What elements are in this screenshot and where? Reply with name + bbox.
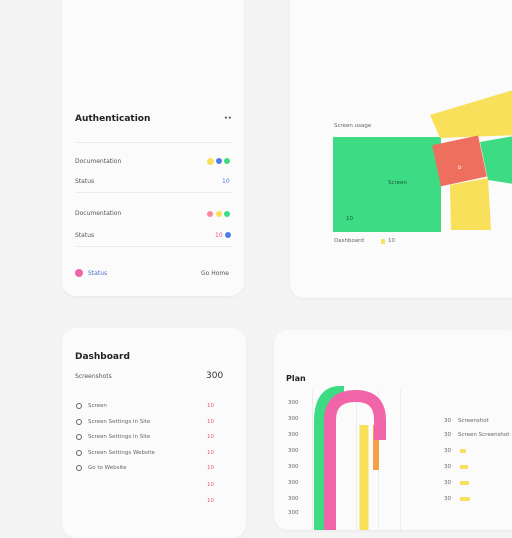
legend-number: 30 — [444, 432, 451, 438]
legend-number: 30 — [444, 480, 451, 486]
blue-status-icon — [225, 232, 231, 238]
legend-yellow-swatch — [381, 239, 385, 244]
legend-number: 30 — [444, 496, 451, 502]
y-tick-label: 300 — [288, 448, 299, 454]
legend-yellow-bar — [460, 497, 470, 501]
auth-row-value: 10 — [222, 178, 230, 185]
list-item-value: 10 — [207, 434, 214, 440]
y-tick-label: 300 — [288, 496, 299, 502]
pink-status-icon — [207, 211, 213, 217]
yellow-status-icon — [216, 211, 222, 217]
list-item-label: Screen Settings Website — [88, 450, 155, 456]
legend-yellow-bar — [460, 449, 466, 453]
auth-row-value: 10 — [215, 232, 223, 239]
treemap-title: Screen usage — [334, 123, 372, 129]
green-arch — [314, 386, 344, 530]
plan-chart-card: Plan 300 300 300 300 300 300 300 300 30 … — [274, 330, 512, 530]
treemap-chart — [333, 90, 512, 232]
list-item-value: 10 — [207, 403, 214, 409]
dashboard-title: Dashboard — [75, 352, 130, 362]
pink-arch — [324, 389, 386, 530]
treemap-small-label: 10 — [346, 216, 353, 222]
y-tick-label: 300 — [288, 400, 299, 406]
auth-row-label: Status — [75, 232, 95, 239]
dashboard-subtitle: Screenshots — [75, 373, 112, 380]
pink-status-icon — [75, 269, 83, 277]
list-item-label: Screen Settings in Site — [88, 434, 151, 440]
legend-number: 30 — [444, 464, 451, 470]
arch-chart — [314, 386, 386, 530]
chart-title: Plan — [286, 374, 306, 383]
radio-icon[interactable] — [76, 465, 82, 471]
footer-status-label: Status — [88, 270, 108, 277]
legend-value: 10 — [388, 238, 395, 244]
legend-yellow-bar — [460, 481, 469, 485]
legend-label: Screenshot — [458, 418, 489, 424]
auth-row-label: Status — [75, 178, 95, 185]
authentication-card: Authentication •• Documentation Status 1… — [62, 0, 244, 296]
legend-number: 30 — [444, 448, 451, 454]
legend-number: 30 — [444, 418, 451, 424]
radio-icon[interactable] — [76, 434, 82, 440]
y-tick-label: 300 — [288, 480, 299, 486]
treemap-main-label: Screen — [388, 180, 407, 186]
y-tick-label: 300 — [288, 464, 299, 470]
auth-title: Authentication — [75, 114, 151, 124]
list-item-value: 10 — [207, 450, 214, 456]
green-right-block — [480, 136, 512, 184]
auth-row-label: Documentation — [75, 158, 122, 165]
legend-label: Screen Screenshot — [458, 432, 510, 438]
more-menu-icon[interactable]: •• — [224, 115, 232, 122]
coral-alert-block — [432, 135, 487, 187]
list-item-value: 10 — [207, 482, 214, 488]
treemap-alert-label[interactable]: b — [458, 165, 462, 171]
list-item-value: 10 — [207, 465, 214, 471]
go-home-link[interactable]: Go Home — [201, 270, 229, 277]
yellow-bottom-block — [450, 178, 491, 230]
yellow-top-block — [430, 90, 512, 138]
list-item-value: 10 — [207, 498, 214, 504]
radio-icon[interactable] — [76, 419, 82, 425]
auth-row-label: Documentation — [75, 210, 122, 217]
yellow-status-icon — [207, 158, 214, 165]
radio-icon[interactable] — [76, 403, 82, 409]
legend-dashboard: Dashboard — [334, 238, 364, 244]
green-status-icon — [224, 211, 230, 217]
radio-icon[interactable] — [76, 450, 82, 456]
treemap-card: Screen usage Screen 10 b Dashboard 10 — [290, 0, 512, 298]
y-tick-label: 300 — [288, 432, 299, 438]
list-item-label: Screen Settings in Site — [88, 419, 151, 425]
list-item-value: 10 — [207, 419, 214, 425]
blue-status-icon — [216, 158, 222, 164]
y-tick-label: 300 — [288, 416, 299, 422]
green-main-block — [333, 137, 441, 232]
list-item-label: Go to Website — [88, 465, 127, 471]
list-item-label: Screen — [88, 403, 107, 409]
dashboard-value: 300 — [206, 371, 224, 381]
dashboard-card: Dashboard Screenshots 300 Screen 10 Scre… — [62, 328, 246, 538]
green-status-icon — [224, 158, 230, 164]
legend-yellow-bar — [460, 465, 468, 469]
